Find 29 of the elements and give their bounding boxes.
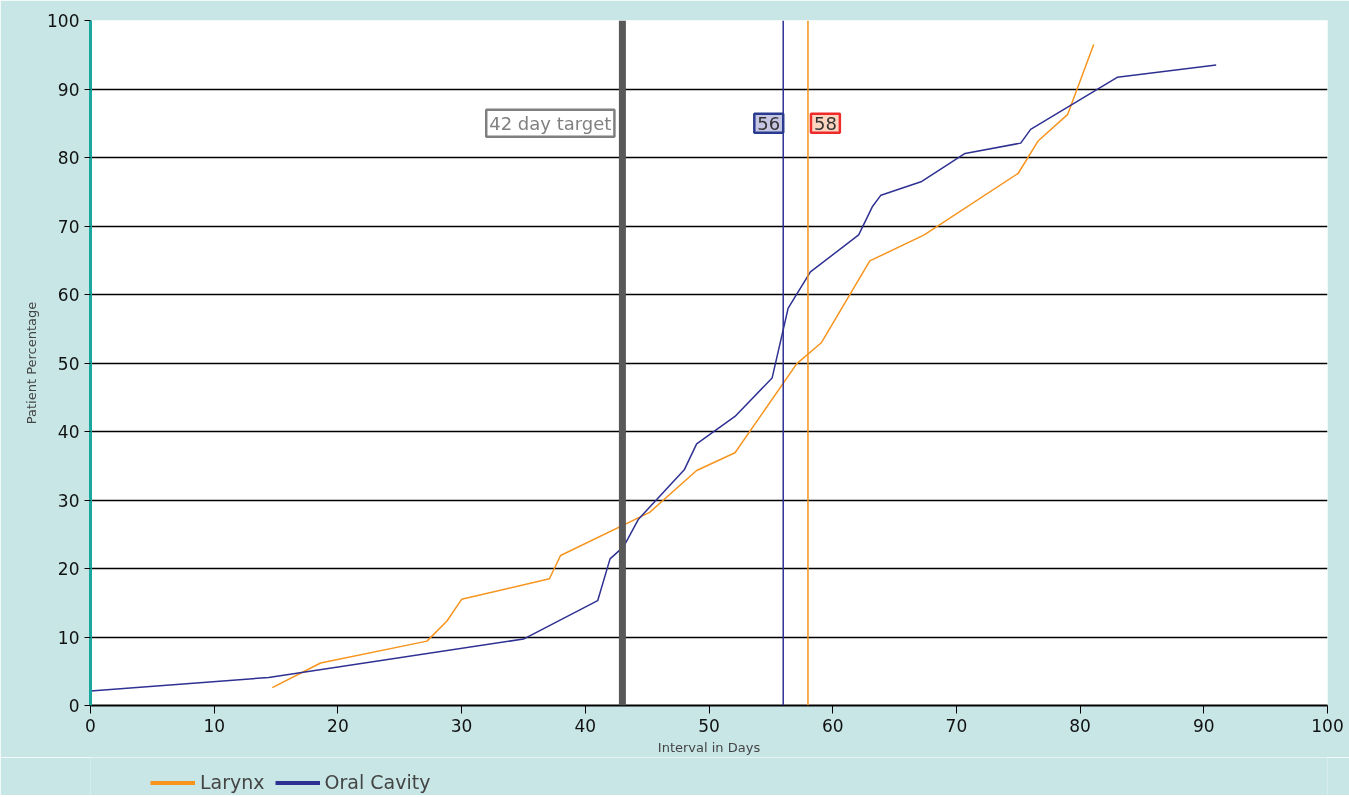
y-tick-label: 90 — [57, 79, 80, 100]
y-tick-label: 60 — [57, 285, 80, 305]
x-axis-title: Interval in Days — [657, 739, 761, 755]
x-tick-label: 40 — [574, 715, 597, 736]
y-tick-label: 100 — [47, 11, 80, 31]
y-tick-label: 70 — [57, 216, 80, 237]
x-tick-label: 20 — [327, 715, 349, 736]
x-tick-label: 80 — [1069, 715, 1091, 736]
y-tick-label: 30 — [57, 490, 80, 511]
legend-label: Oral Cavity — [324, 771, 431, 793]
x-tick-label: 70 — [945, 715, 968, 736]
x-tick-label: 30 — [450, 715, 473, 736]
ref-line-label: 58 — [813, 112, 837, 134]
ref-line-label: 42 day target — [489, 112, 612, 134]
x-tick-label: 90 — [1192, 715, 1215, 736]
y-tick-label: 80 — [57, 148, 80, 168]
ref-line-label: 56 — [757, 112, 781, 134]
y-tick-label: 20 — [57, 559, 80, 579]
y-tick-label: 0 — [68, 696, 80, 716]
x-tick-label: 60 — [821, 715, 844, 736]
y-tick-label: 10 — [57, 627, 80, 648]
y-axis-title: Patient Percentage — [24, 301, 40, 425]
x-tick-label: 10 — [203, 715, 226, 736]
y-tick-label: 50 — [57, 353, 80, 374]
legend-label: Larynx — [200, 771, 265, 793]
x-tick-label: 100 — [1311, 715, 1344, 736]
x-tick-label: 50 — [698, 715, 720, 736]
y-tick-label: 40 — [57, 422, 80, 442]
x-tick-label: 0 — [85, 715, 96, 736]
